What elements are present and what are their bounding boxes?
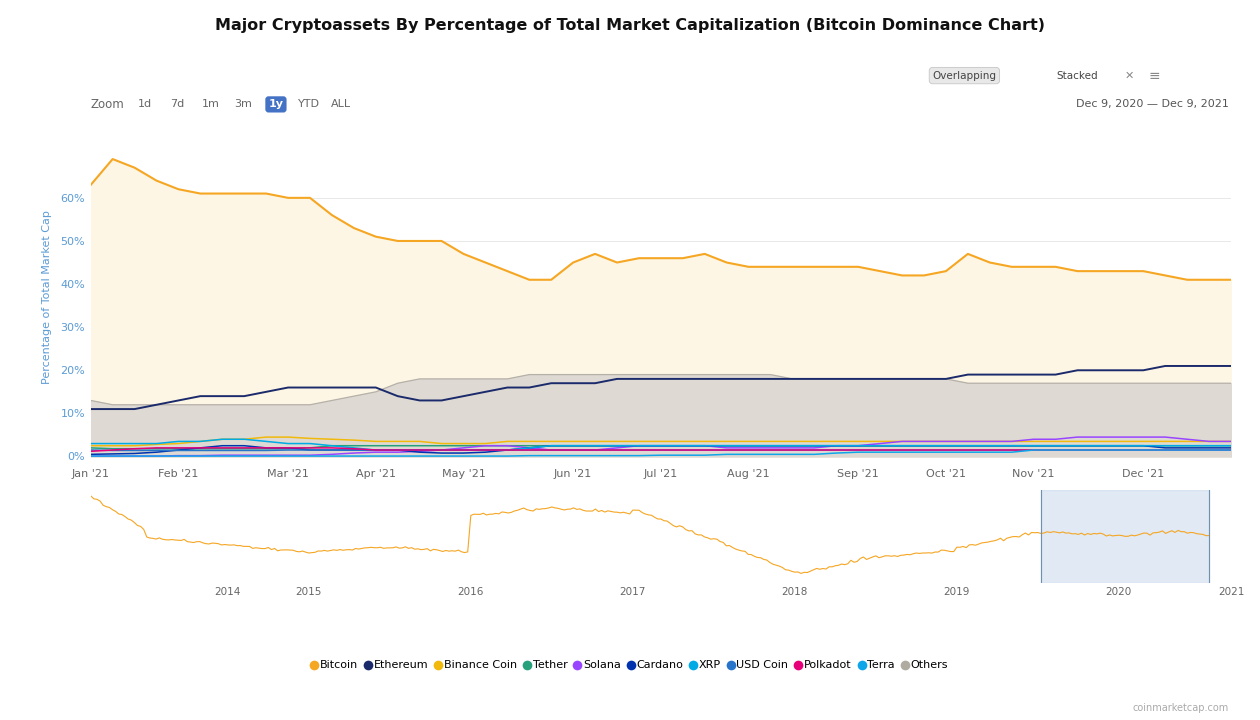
Text: ✕: ✕	[1124, 71, 1134, 81]
Text: 3m: 3m	[234, 99, 252, 109]
Text: coinmarketcap.com: coinmarketcap.com	[1133, 703, 1228, 713]
Text: 7d: 7d	[170, 99, 185, 109]
Text: ≡: ≡	[1148, 68, 1160, 83]
Text: Dec 9, 2020 — Dec 9, 2021: Dec 9, 2020 — Dec 9, 2021	[1076, 99, 1228, 109]
Text: 1m: 1m	[202, 99, 219, 109]
Text: ALL: ALL	[331, 99, 352, 109]
Text: 1d: 1d	[137, 99, 152, 109]
Bar	[1041, 490, 1210, 583]
Text: Stacked: Stacked	[1056, 71, 1097, 81]
Text: Zoom: Zoom	[91, 98, 125, 111]
Legend: Bitcoin, Ethereum, Binance Coin, Tether, Solana, Cardano, XRP, USD Coin, Polkado: Bitcoin, Ethereum, Binance Coin, Tether,…	[307, 656, 953, 675]
Text: Overlapping: Overlapping	[932, 71, 997, 81]
Text: YTD: YTD	[297, 99, 320, 109]
Text: 1y: 1y	[268, 99, 284, 109]
Text: Major Cryptoassets By Percentage of Total Market Capitalization (Bitcoin Dominan: Major Cryptoassets By Percentage of Tota…	[215, 18, 1045, 33]
Y-axis label: Percentage of Total Market Cap: Percentage of Total Market Cap	[42, 210, 52, 384]
